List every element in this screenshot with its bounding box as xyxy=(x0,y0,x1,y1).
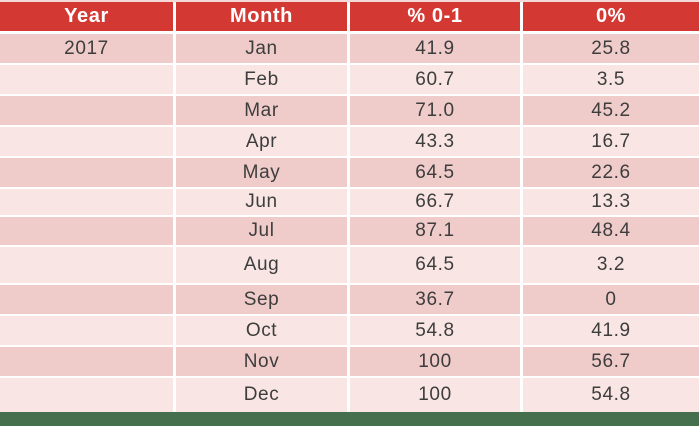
year-cell xyxy=(0,127,176,156)
pct-0-1-cell: 64.5 xyxy=(350,158,523,187)
table-row: Jul 87.1 48.4 xyxy=(0,217,699,247)
table-row: May 64.5 22.6 xyxy=(0,158,699,189)
pct-0-1-cell: 36.7 xyxy=(350,285,523,314)
pct-0-1-cell: 60.7 xyxy=(350,65,523,94)
table-row: Apr 43.3 16.7 xyxy=(0,127,699,158)
year-cell xyxy=(0,96,176,125)
pct-0-cell: 41.9 xyxy=(591,319,631,341)
pct-0-cell: 56.7 xyxy=(591,350,631,372)
pct-0-cell: 3.5 xyxy=(596,68,626,90)
pct-0-cell: 25.8 xyxy=(591,37,631,59)
table-row: Sep 36.7 0 xyxy=(0,285,699,316)
pct-0-1-cell: 87.1 xyxy=(350,217,523,245)
column-header-month: Month xyxy=(176,2,350,31)
year-cell xyxy=(0,285,176,314)
column-header-pct-0-1: % 0-1 xyxy=(350,2,523,31)
pct-0-cell: 48.4 xyxy=(591,220,631,241)
pct-0-1-cell: 66.7 xyxy=(350,189,523,215)
month-cell: Jun xyxy=(176,189,350,215)
pct-0-cell: 45.2 xyxy=(591,99,631,121)
month-cell: Nov xyxy=(176,347,350,376)
pct-0-1-cell: 71.0 xyxy=(350,96,523,125)
year-cell xyxy=(0,347,176,376)
table-row: Nov 100 56.7 xyxy=(0,347,699,378)
year-cell xyxy=(0,65,176,94)
year-cell xyxy=(0,217,176,245)
month-cell: Aug xyxy=(176,247,350,283)
month-cell: Apr xyxy=(176,127,350,156)
table-row: Dec 100 54.8 xyxy=(0,378,699,412)
column-header-pct-0: 0% xyxy=(523,2,699,31)
year-cell xyxy=(0,316,176,345)
pct-0-1-cell: 100 xyxy=(350,378,523,412)
table-row: Mar 71.0 45.2 xyxy=(0,96,699,127)
pct-0-1-cell: 54.8 xyxy=(350,316,523,345)
month-cell: Jul xyxy=(176,217,350,245)
pct-0-1-cell: 100 xyxy=(350,347,523,376)
table-row: Feb 60.7 3.5 xyxy=(0,65,699,96)
year-cell xyxy=(0,378,176,412)
month-cell: Jan xyxy=(176,34,350,63)
table-header-row: Year Month % 0-1 0% xyxy=(0,0,699,34)
table-body: 2017 Jan 41.9 25.8 Feb 60.7 3.5 Mar 71.0 45.2 Apr 4… xyxy=(0,34,699,412)
pct-0-cell: 0 xyxy=(605,288,617,310)
table-row: Oct 54.8 41.9 xyxy=(0,316,699,347)
year-cell xyxy=(0,189,176,215)
year-cell xyxy=(0,158,176,187)
pct-0-cell: 16.7 xyxy=(591,130,631,152)
pct-0-cell: 22.6 xyxy=(591,161,631,183)
bottom-accent-bar xyxy=(0,412,699,426)
month-cell: Feb xyxy=(176,65,350,94)
month-cell: Sep xyxy=(176,285,350,314)
month-cell: Oct xyxy=(176,316,350,345)
table-row: Aug 64.5 3.2 xyxy=(0,247,699,285)
pct-0-cell: 3.2 xyxy=(596,254,626,275)
table-row: Jun 66.7 13.3 xyxy=(0,189,699,217)
table-row: 2017 Jan 41.9 25.8 xyxy=(0,34,699,65)
month-cell: Dec xyxy=(176,378,350,412)
month-cell: May xyxy=(176,158,350,187)
month-cell: Mar xyxy=(176,96,350,125)
pct-0-cell: 54.8 xyxy=(591,384,631,405)
year-cell: 2017 xyxy=(0,34,176,63)
pct-0-1-cell: 43.3 xyxy=(350,127,523,156)
year-cell xyxy=(0,247,176,283)
pct-0-cell: 13.3 xyxy=(591,191,631,212)
pct-0-1-cell: 41.9 xyxy=(350,34,523,63)
column-header-year: Year xyxy=(0,2,176,31)
pct-0-1-cell: 64.5 xyxy=(350,247,523,283)
